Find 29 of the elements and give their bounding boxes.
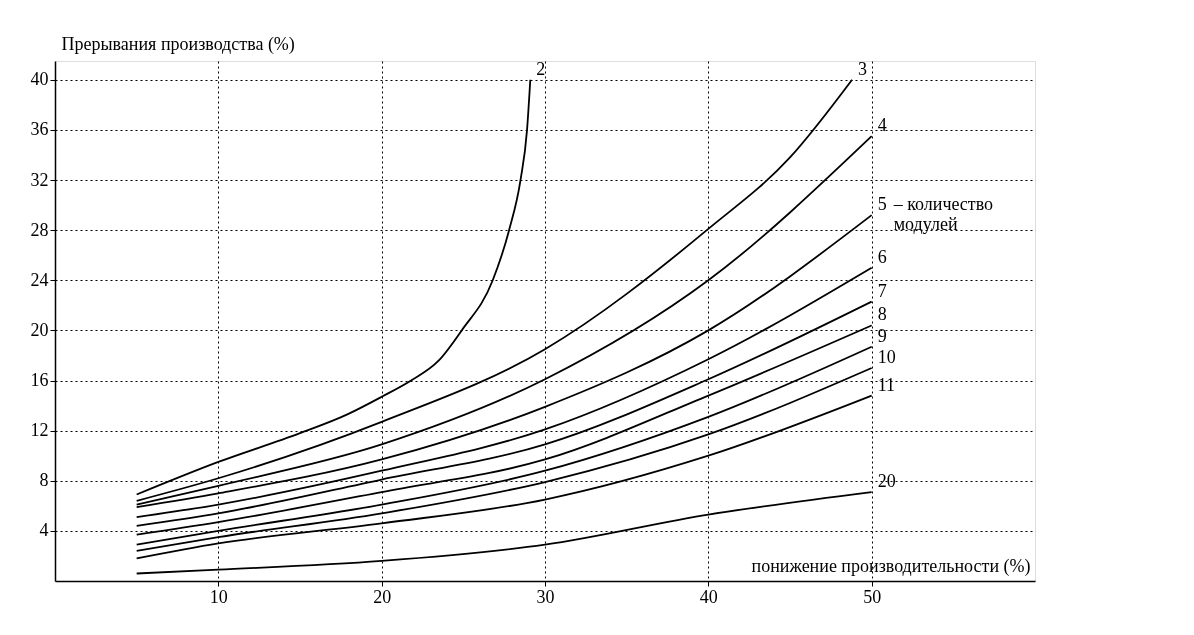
annotation: – количество модулей <box>892 194 994 235</box>
series-label: 11 <box>877 374 896 395</box>
y-tick-label: 28 <box>30 219 49 240</box>
y-tick-label: 40 <box>30 69 49 90</box>
y-tick-label: 12 <box>30 420 49 441</box>
series-label: 5 <box>877 194 887 215</box>
y-tick-label: 32 <box>30 169 49 190</box>
x-axis-title: понижение производительности (%) <box>751 555 1031 577</box>
series-label: 7 <box>877 280 887 301</box>
y-axis-title: Прерывания производства (%) <box>61 33 295 55</box>
series-label: 9 <box>877 325 887 346</box>
y-tick-label: 4 <box>39 520 49 541</box>
series-label: 10 <box>877 346 896 367</box>
y-tick-label: 20 <box>30 319 49 340</box>
x-tick-label: 10 <box>209 586 228 607</box>
series-label: 2 <box>536 58 546 79</box>
series-label: 3 <box>858 58 868 79</box>
x-tick-label: 30 <box>536 586 555 607</box>
series-label: 8 <box>877 304 887 325</box>
x-tick-label: 20 <box>373 586 392 607</box>
y-tick-label: 24 <box>30 269 49 290</box>
series-label: 4 <box>877 115 887 136</box>
y-tick-label: 16 <box>30 370 49 391</box>
y-tick-label: 8 <box>39 470 49 491</box>
x-tick-label: 40 <box>699 586 718 607</box>
series-label: 20 <box>877 471 896 492</box>
series-label: 6 <box>877 246 887 267</box>
x-tick-label: 50 <box>863 586 882 607</box>
y-tick-label: 36 <box>30 119 49 140</box>
